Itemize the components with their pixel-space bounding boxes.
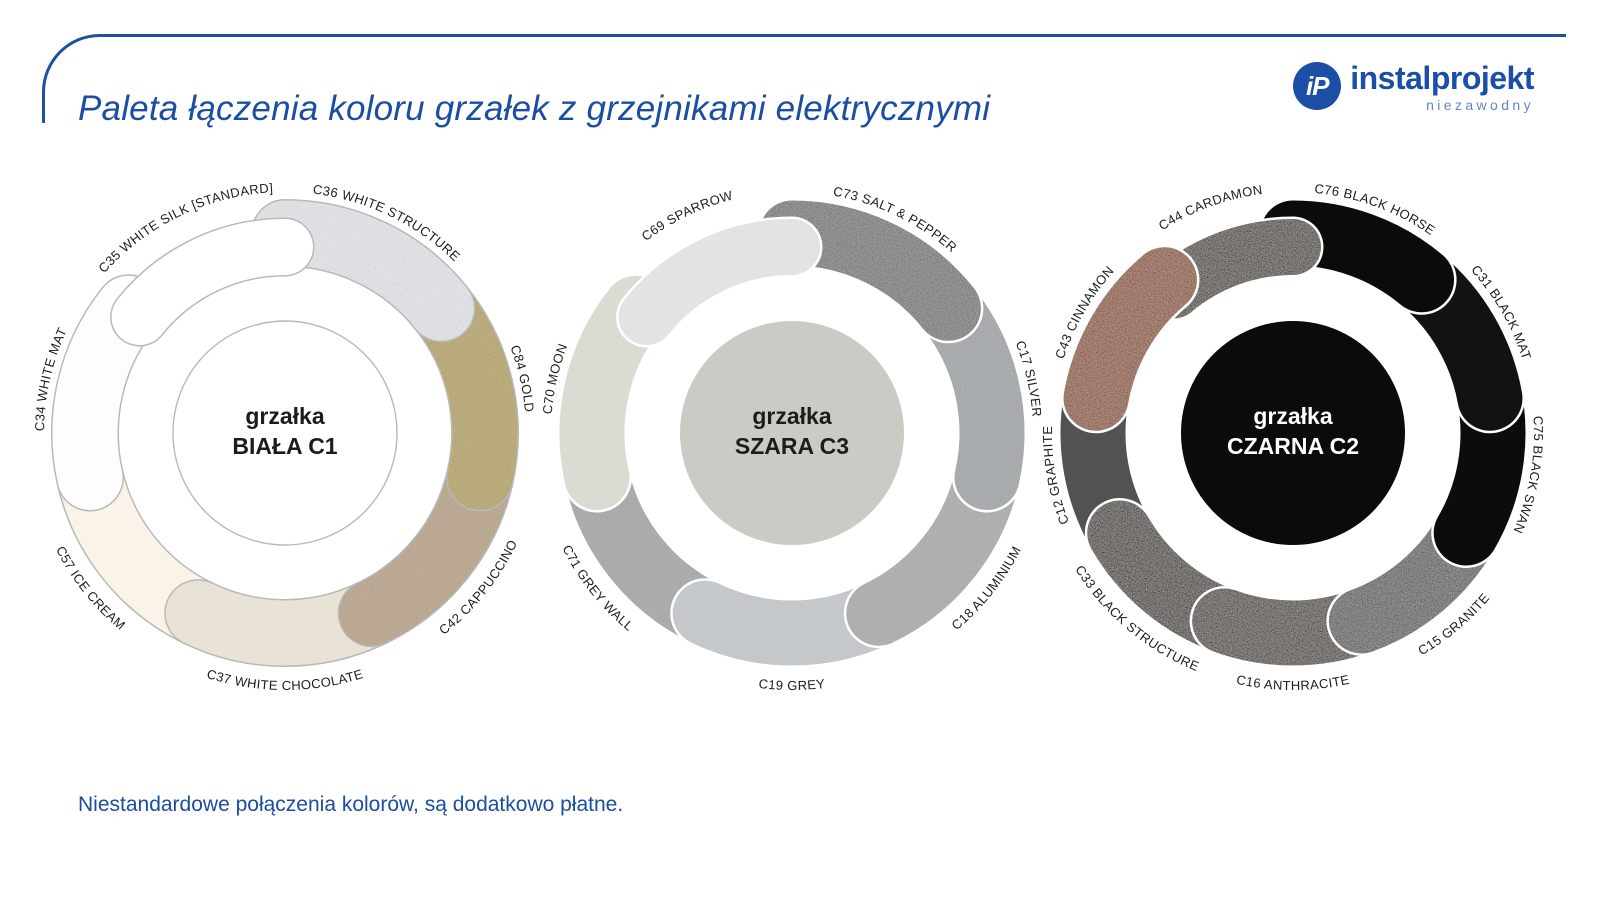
brand-logo-text: instalprojekt niezawodny [1350,60,1534,113]
segment-label-C37: C37 WHITE CHOCOLATE [205,666,365,693]
donut-center-label-biala-c1: grzałka BIAŁA C1 [232,403,337,459]
donut-center-label-czarna-c2: grzałka CZARNA C2 [1227,403,1359,459]
brand-tagline: niezawodny [1426,96,1534,113]
brand-logo: iP instalprojekt niezawodny [1293,60,1534,113]
donut-center-czarna-c2 [1181,321,1405,545]
segment-swatch-C69 [618,219,820,346]
donut-center-szara-c3 [680,321,904,545]
donut-center-label-szara-c3: grzałka SZARA C3 [735,403,849,459]
brand-logo-icon: iP [1293,62,1342,110]
donut-center-biala-c1 [172,320,398,546]
brand-name: instalprojekt [1350,60,1534,96]
segment-swatch-C35 [111,219,313,346]
page-title: Paleta łączenia koloru grzałek z grzejni… [78,89,991,129]
segment-label-C16: C16 ANTHRACITE [1235,672,1351,693]
segment-swatch-C43 [1063,247,1197,431]
segment-label-C19: C19 GREY [758,676,826,693]
footer-note: Niestandardowe połączenia kolorów, są do… [78,793,624,816]
palette-diagram-area: grzałka BIAŁA C1 C36 WHITE STRUCTURE C84 GO… [0,140,1600,780]
